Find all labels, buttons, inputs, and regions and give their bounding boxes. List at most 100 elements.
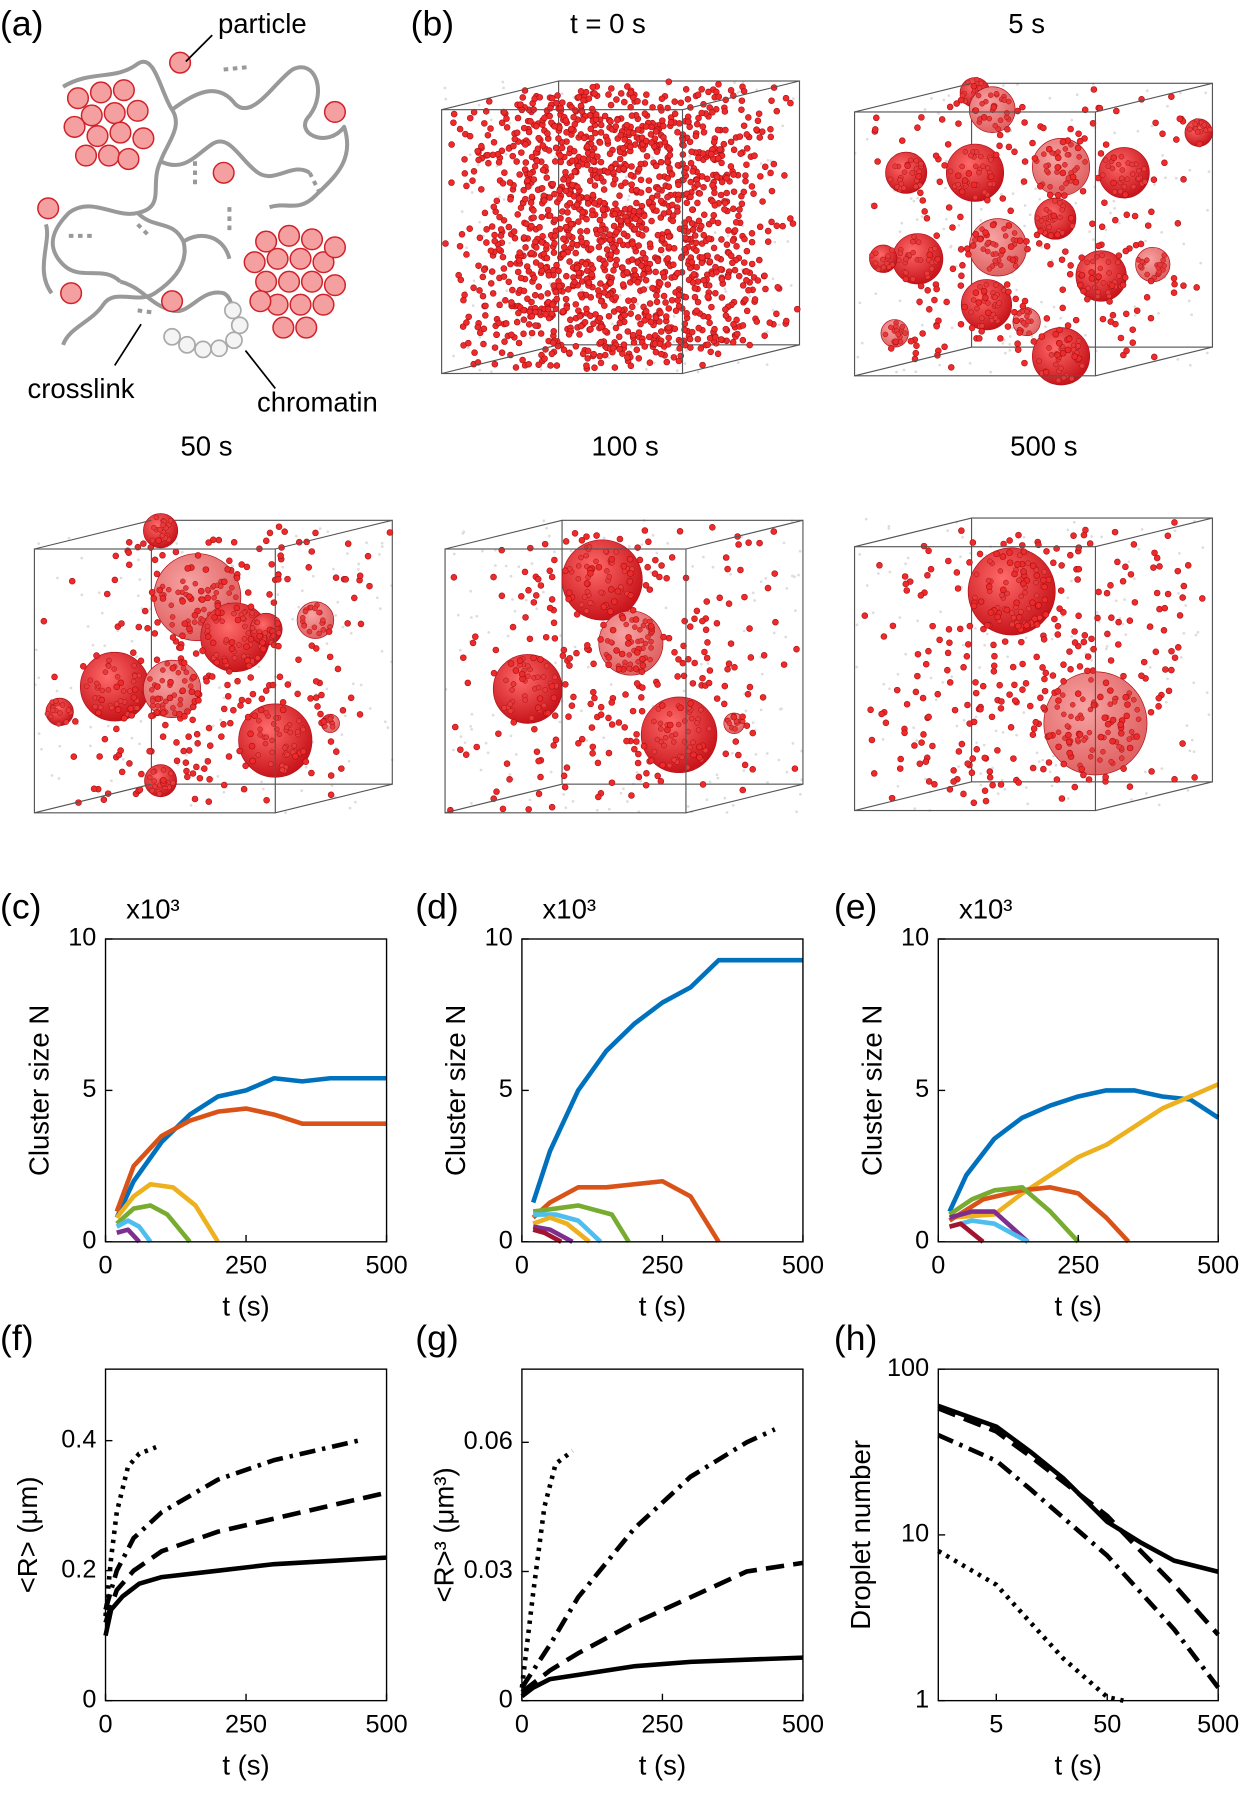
particle-dot bbox=[649, 104, 656, 111]
particle-dot bbox=[748, 260, 756, 268]
particle-dot bbox=[1080, 638, 1088, 646]
particle-dot bbox=[589, 83, 597, 91]
droplet-grain bbox=[992, 294, 998, 301]
particle-dot bbox=[639, 249, 647, 257]
fiber bbox=[874, 292, 878, 296]
particle bbox=[249, 290, 272, 313]
particle-dot bbox=[1050, 559, 1057, 567]
particle-dot bbox=[731, 266, 739, 274]
particle-dot bbox=[1124, 701, 1131, 708]
particle bbox=[117, 147, 140, 171]
fiber bbox=[281, 565, 285, 569]
droplet-grain bbox=[1076, 154, 1082, 160]
particle-dot bbox=[665, 183, 673, 191]
particle-dot bbox=[645, 186, 652, 194]
particle-dot bbox=[559, 308, 567, 315]
particle-dot bbox=[492, 646, 500, 654]
particle-dot bbox=[1059, 304, 1066, 312]
particle-dot bbox=[667, 721, 674, 729]
droplet-grain bbox=[211, 595, 217, 601]
particle-dot bbox=[925, 713, 932, 721]
particle-dot bbox=[154, 695, 162, 703]
fiber bbox=[180, 550, 184, 554]
particle-dot bbox=[1043, 548, 1050, 555]
fiber bbox=[291, 617, 295, 621]
particle-dot bbox=[571, 107, 579, 114]
particle-dot bbox=[305, 564, 313, 571]
particle-dot bbox=[694, 91, 702, 99]
y-tick-label: 5 bbox=[499, 1075, 513, 1103]
fiber bbox=[736, 361, 740, 364]
panel-label: (d) bbox=[415, 887, 458, 927]
particle-dot bbox=[1171, 519, 1178, 526]
particle-dot bbox=[605, 749, 613, 757]
droplet-grain bbox=[583, 608, 590, 614]
particle-dot bbox=[743, 131, 751, 138]
particle-dot bbox=[564, 209, 571, 216]
particle-dot bbox=[518, 592, 525, 600]
particle-dot bbox=[186, 593, 193, 600]
particle-dot bbox=[503, 760, 511, 767]
particle-dot bbox=[1064, 346, 1072, 354]
particle-dot bbox=[512, 667, 520, 674]
fiber bbox=[929, 676, 933, 680]
particle-dot bbox=[718, 275, 726, 283]
particle-dot bbox=[1165, 687, 1173, 695]
fiber bbox=[916, 196, 919, 200]
cube-edge bbox=[150, 519, 393, 785]
droplet-grain bbox=[1157, 261, 1163, 268]
particle-dot bbox=[577, 102, 585, 110]
fiber bbox=[326, 530, 330, 534]
particle-dot bbox=[1137, 240, 1145, 248]
particle-dot bbox=[98, 696, 105, 704]
particle-dot bbox=[634, 759, 642, 767]
particle-dot bbox=[1196, 140, 1203, 148]
chromatin bbox=[163, 301, 249, 359]
particle-dot bbox=[547, 104, 554, 112]
particle-dot bbox=[695, 114, 702, 122]
particle-dot bbox=[635, 355, 643, 362]
particle-dot bbox=[597, 703, 605, 711]
fiber bbox=[733, 81, 736, 85]
fiber bbox=[865, 584, 869, 587]
droplet-grain bbox=[987, 558, 993, 564]
particle-dot bbox=[748, 183, 756, 190]
particle-dot bbox=[205, 724, 213, 732]
particle-dot bbox=[571, 530, 579, 537]
fiber bbox=[1074, 201, 1078, 205]
particle-dot bbox=[774, 283, 782, 291]
fiber bbox=[1188, 168, 1192, 172]
particle-dot bbox=[675, 291, 683, 299]
fiber bbox=[509, 574, 513, 578]
particle-dot bbox=[969, 755, 976, 762]
droplet-grain bbox=[283, 724, 290, 731]
fiber bbox=[906, 556, 910, 560]
particle-dot bbox=[193, 730, 201, 738]
droplet-grain bbox=[329, 724, 336, 730]
particle-dot bbox=[188, 688, 196, 696]
particle-dot bbox=[705, 679, 713, 687]
fiber bbox=[791, 574, 794, 578]
particle bbox=[80, 104, 103, 127]
fiber bbox=[1127, 560, 1131, 564]
droplet-grain bbox=[671, 757, 678, 763]
droplet-grain bbox=[632, 624, 638, 630]
droplet-grain bbox=[690, 739, 696, 746]
fiber bbox=[759, 580, 763, 584]
particle-dot bbox=[193, 763, 200, 771]
droplet-grain bbox=[1100, 748, 1106, 755]
particle-dot bbox=[227, 719, 234, 727]
particle-dot bbox=[607, 586, 615, 593]
particle-dot bbox=[562, 681, 569, 688]
particle-dot bbox=[1000, 540, 1007, 548]
fiber bbox=[900, 221, 904, 225]
droplet-grain bbox=[955, 181, 961, 188]
particle-dot bbox=[914, 650, 922, 658]
droplet-grain bbox=[976, 169, 982, 176]
droplet-grain bbox=[984, 165, 991, 171]
particle-dot bbox=[643, 152, 651, 160]
particle-dot bbox=[715, 81, 722, 88]
fiber bbox=[1192, 681, 1196, 685]
particle bbox=[97, 144, 121, 167]
particle-dot bbox=[889, 622, 897, 630]
